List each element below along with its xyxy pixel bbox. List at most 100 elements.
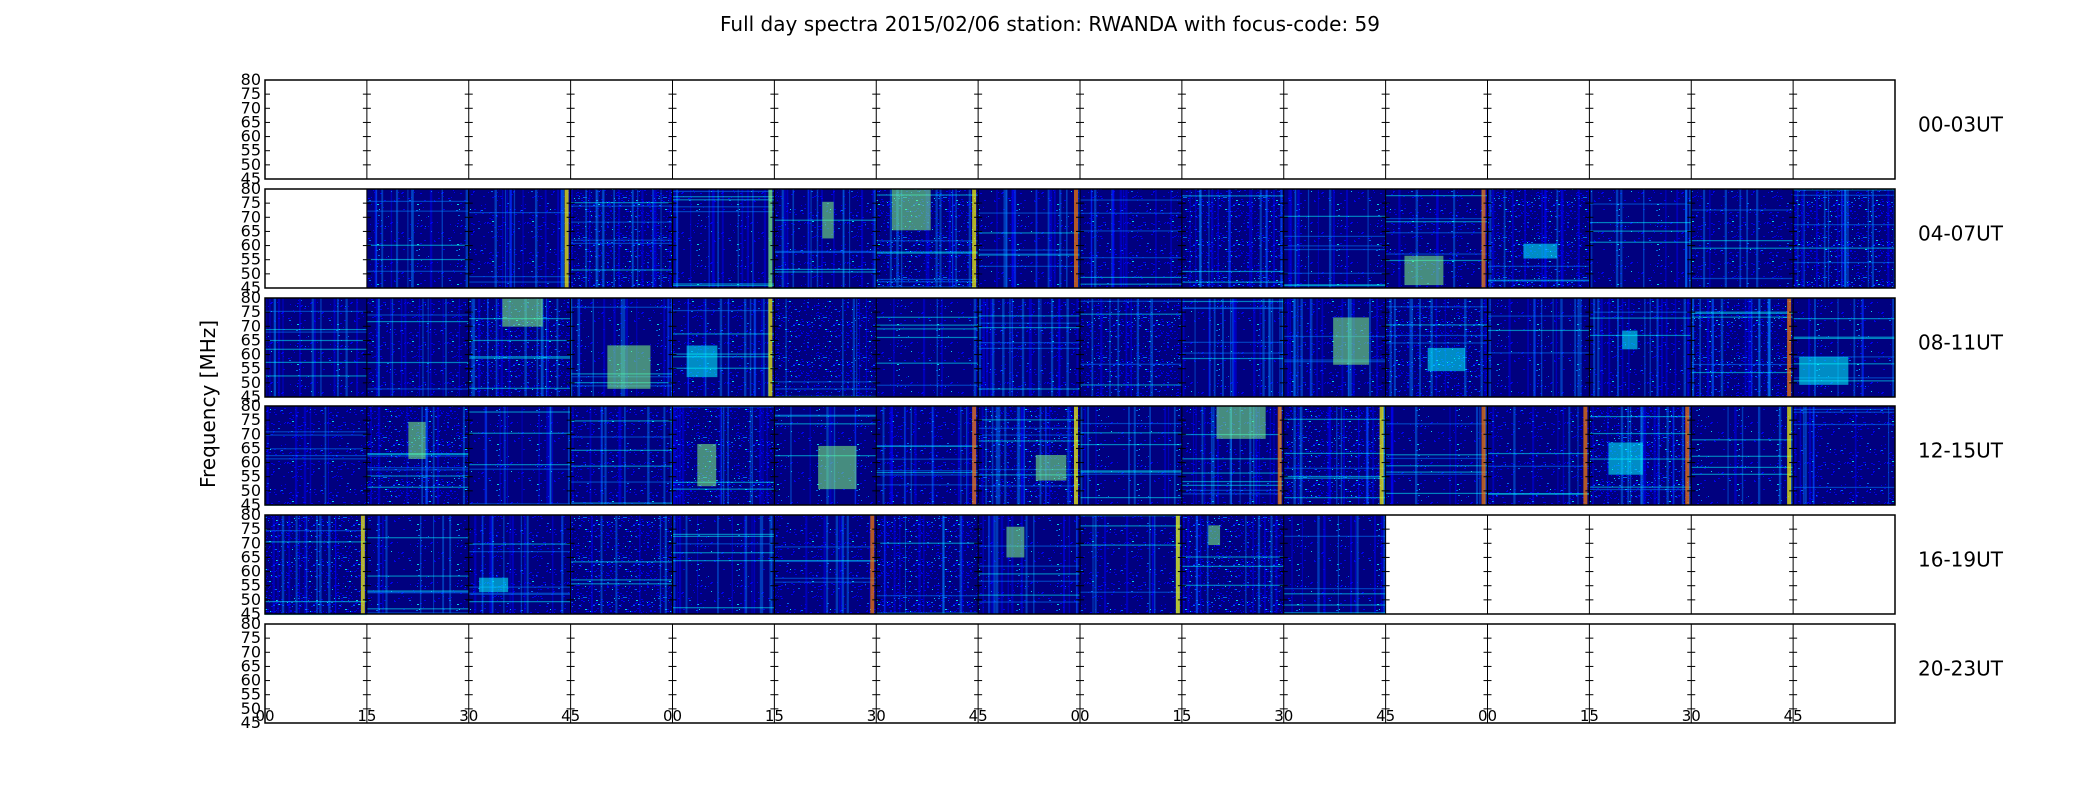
spectrum-striation	[882, 406, 885, 505]
spectrum-striation	[1354, 515, 1357, 614]
row-label: 04-07UT	[1918, 222, 2004, 246]
spectrum-line	[265, 448, 367, 450]
spectrum-striation	[504, 406, 506, 505]
spectrum-striation	[596, 189, 599, 288]
spectrum-striation	[385, 515, 388, 614]
spectrum-striation	[1228, 189, 1231, 288]
spectrum-segment	[1385, 298, 1488, 397]
spectrum-striation	[763, 189, 767, 288]
spectrum-striation	[1078, 189, 1080, 288]
spectrum-line	[468, 503, 571, 505]
y-tick-label: 80	[241, 396, 261, 415]
spectrum-striation	[1688, 298, 1690, 397]
spectrum-striation	[1656, 298, 1659, 397]
spectrum-line	[1283, 477, 1386, 479]
spectrum-line	[468, 592, 571, 594]
spectrum-striation	[746, 189, 750, 288]
spectrum-line	[1080, 283, 1182, 285]
spectrum-striation	[968, 189, 971, 288]
spectrum-striation	[1807, 298, 1811, 397]
spectrum-line	[1385, 457, 1488, 460]
spectrum-line	[876, 278, 979, 281]
spectrum-striation	[1327, 406, 1331, 505]
spectrum-striation	[1151, 515, 1153, 614]
spectrum-segment	[1283, 406, 1386, 505]
spectrum-striation	[1021, 406, 1024, 505]
spectrum-line	[1283, 475, 1386, 478]
spectrum-burst	[607, 345, 651, 389]
spectrum-striation	[1837, 298, 1839, 397]
spectrum-striation	[1779, 406, 1782, 505]
spectrum-striation	[1854, 406, 1857, 505]
spectrum-striation	[1296, 189, 1299, 288]
spectrum-line	[1283, 235, 1386, 237]
spectrum-burst	[818, 445, 857, 490]
spectrum-striation	[1683, 298, 1686, 397]
spectrum-striation	[274, 298, 276, 397]
spectrum-line	[774, 381, 877, 383]
spectrum-striation	[1540, 298, 1543, 397]
spectrum-striation	[534, 189, 538, 288]
spectrum-line	[978, 601, 1080, 603]
spectrum-line	[672, 406, 775, 408]
spectrum-striation	[1269, 406, 1272, 505]
spectrum-striation	[1527, 298, 1529, 397]
y-tick-label: 75	[241, 410, 261, 429]
y-tick-label: 80	[241, 505, 261, 524]
x-tick-label: 00	[663, 707, 682, 725]
spectrum-striation	[1769, 298, 1771, 397]
spectrum-striation	[1337, 515, 1339, 614]
spectrum-line	[570, 502, 673, 504]
spectrum-striation	[1767, 298, 1771, 397]
spectrum-striation	[731, 515, 733, 614]
spectrum-striation	[1217, 406, 1220, 505]
spectrum-line	[1487, 265, 1590, 267]
spectrum-striation	[545, 298, 547, 397]
spectrum-line	[876, 240, 979, 242]
spectrum-striation	[869, 515, 871, 614]
spectrum-striation	[395, 189, 399, 288]
spectrum-line	[1385, 492, 1488, 495]
spectrum-striation	[1562, 406, 1565, 505]
spectrum-line	[570, 465, 673, 467]
spectrum-line	[876, 612, 979, 614]
spectrum-line	[468, 356, 571, 358]
spectrum-striation	[551, 515, 554, 614]
spectrum-striation	[753, 298, 756, 397]
y-tick-label: 75	[241, 193, 261, 212]
spectrum-striation	[952, 189, 955, 288]
y-tick-label: 55	[241, 141, 261, 160]
spectrum-striation	[1133, 406, 1136, 505]
spectrum-striation	[967, 406, 969, 505]
spectrum-striation	[404, 298, 407, 397]
spectrum-striation	[509, 515, 511, 614]
spectrum-striation	[1255, 406, 1257, 505]
spectrum-striation	[1317, 515, 1320, 614]
spectrum-line	[978, 315, 1080, 317]
spectrum-striation	[1195, 515, 1199, 614]
spectrum-striation	[1208, 298, 1211, 397]
spectrum-striation	[1321, 298, 1324, 397]
spectrum-line	[978, 474, 1080, 476]
spectrum-line	[1080, 470, 1182, 472]
spectrum-line	[468, 468, 571, 470]
spectrum-striation	[759, 406, 761, 505]
spectrum-striation	[1435, 189, 1438, 288]
spectrum-line	[1487, 279, 1590, 281]
spectrum-striation	[1239, 406, 1241, 505]
spectrum-segment	[366, 298, 469, 397]
spectrum-striation	[1294, 189, 1297, 288]
spectrum-striation	[1035, 189, 1038, 288]
spectrum-line	[876, 474, 979, 476]
spectrum-line	[1385, 253, 1488, 255]
spectrum-line	[1181, 300, 1284, 303]
spectrum-striation	[546, 406, 549, 505]
spectrum-striation	[489, 515, 492, 614]
spectrum-line	[1181, 341, 1284, 343]
spectrum-striation	[931, 406, 933, 505]
spectrum-burst	[479, 577, 509, 593]
spectrum-line	[1181, 489, 1284, 491]
spectrum-striation	[1580, 298, 1582, 397]
y-tick-label: 75	[241, 302, 261, 321]
spectrum-striation	[1350, 515, 1353, 614]
